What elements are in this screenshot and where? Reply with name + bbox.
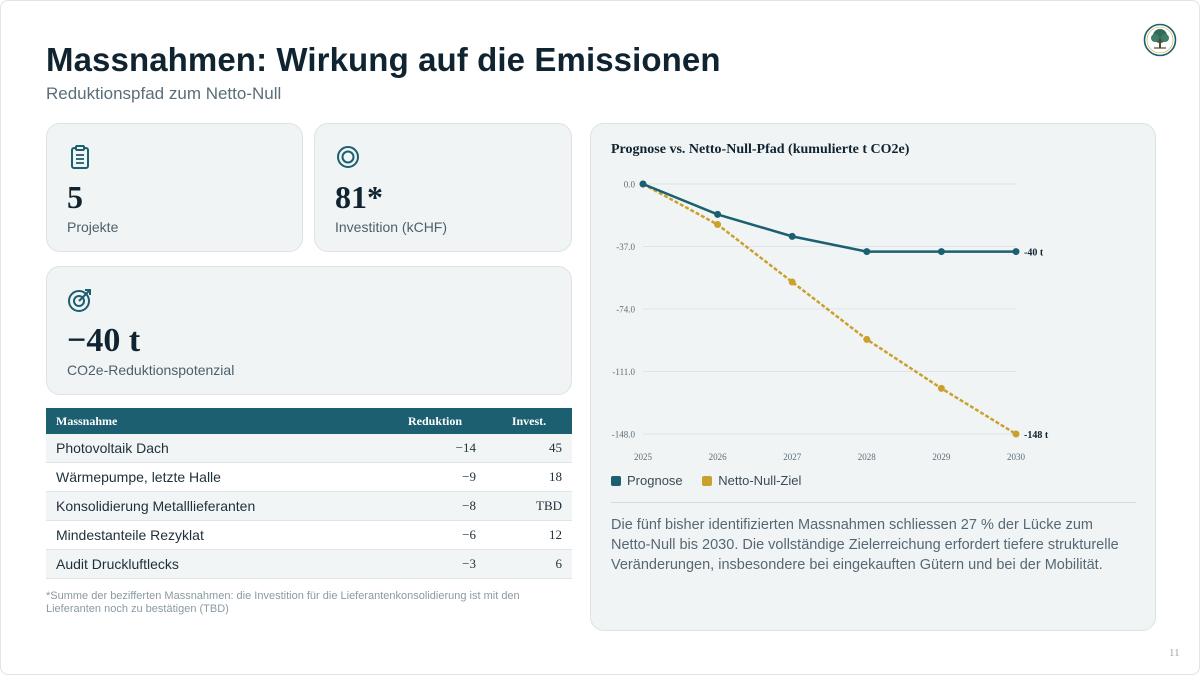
- kpi-reduction-label: CO2e-Reduktionspotenzial: [67, 362, 235, 378]
- legend-label-forecast: Prognose: [627, 473, 683, 488]
- measure-name: Audit Druckluftlecks: [46, 549, 384, 579]
- chart-title: Prognose vs. Netto-Null-Pfad (kumulierte…: [611, 142, 910, 157]
- data-point-forecast: [937, 248, 945, 256]
- measure-investment: 6: [486, 549, 572, 579]
- y-tick-label: -148.0: [612, 430, 636, 440]
- x-tick-label: 2027: [783, 452, 802, 462]
- kpi-card-investment: 81* Investition (kCHF): [314, 123, 572, 252]
- table-footnote: *Summe der bezifferten Massnahmen: die I…: [46, 590, 520, 615]
- legend-item-forecast: Prognose: [611, 473, 683, 488]
- measure-reduction: −3: [384, 549, 486, 579]
- data-point-target: [863, 335, 871, 343]
- legend-label-target: Netto-Null-Ziel: [718, 473, 802, 488]
- table-row: Konsolidierung Metalllieferanten −8 TBD: [46, 491, 572, 521]
- x-tick-label: 2028: [858, 452, 877, 462]
- y-tick-label: -74.0: [616, 305, 635, 315]
- measure-investment: TBD: [486, 491, 572, 521]
- column-header-investment: Invest.: [486, 408, 572, 434]
- table-header-row: Massnahme Reduktion Invest.: [46, 408, 572, 434]
- data-point-forecast: [714, 210, 722, 218]
- chart-legend: Prognose Netto-Null-Ziel: [611, 473, 817, 489]
- data-point-target: [1012, 430, 1020, 438]
- target-arrow-icon: [68, 289, 91, 312]
- table-row: Audit Druckluftlecks −3 6: [46, 549, 572, 579]
- table-row: Wärmepumpe, letzte Halle −9 18: [46, 462, 572, 492]
- summary-note: Die fünf bisher identifizierten Massnahm…: [611, 517, 1119, 573]
- measure-name: Mindestanteile Rezyklat: [46, 520, 384, 550]
- chart-card: Prognose vs. Netto-Null-Pfad (kumulierte…: [590, 123, 1156, 631]
- end-value-label: -40 t: [1024, 248, 1044, 259]
- clipboard-icon: [71, 145, 89, 169]
- measure-investment: 12: [486, 520, 572, 550]
- measure-name: Wärmepumpe, letzte Halle: [46, 462, 384, 492]
- data-point-forecast: [788, 232, 796, 240]
- kpi-card-projects: 5 Projekte: [46, 123, 303, 252]
- y-tick-label: -111.0: [612, 367, 635, 377]
- kpi-investment-value: 81*: [335, 179, 383, 215]
- data-point-forecast: [1012, 248, 1020, 256]
- tree-logo-icon: [1143, 23, 1177, 57]
- table-row: Photovoltaik Dach −14 45: [46, 434, 572, 463]
- x-tick-label: 2030: [1007, 452, 1026, 462]
- measure-reduction: −9: [384, 462, 486, 492]
- data-point-forecast: [863, 248, 871, 256]
- y-tick-label: -37.0: [616, 242, 635, 252]
- page-subtitle: Reduktionspfad zum Netto-Null: [46, 84, 282, 103]
- measure-reduction: −6: [384, 520, 486, 550]
- kpi-projects-value: 5: [67, 179, 83, 215]
- table-row: Mindestanteile Rezyklat −6 12: [46, 520, 572, 550]
- emissions-line-chart: 0.0 -37.0 -74.0 -111.0 -148.0 2025 2026 2027 202…: [612, 180, 1049, 463]
- legend-item-target: Netto-Null-Ziel: [702, 473, 801, 488]
- y-tick-label: 0.0: [624, 180, 636, 190]
- measures-table: Massnahme Reduktion Invest. Photovoltaik…: [46, 408, 572, 579]
- data-point-target: [937, 384, 945, 392]
- data-point-forecast: [639, 180, 647, 188]
- kpi-investment-label: Investition (kCHF): [335, 219, 448, 235]
- legend-swatch-forecast: [611, 475, 621, 486]
- x-tick-label: 2026: [709, 452, 728, 462]
- series-line-forecast: [642, 182, 1016, 253]
- data-point-target: [788, 278, 796, 286]
- column-header-measure: Massnahme: [46, 408, 384, 434]
- end-value-label: -148 t: [1024, 430, 1049, 441]
- measure-reduction: −14: [384, 434, 486, 463]
- kpi-reduction-value: −40 t: [67, 322, 141, 359]
- target-rings-icon: [337, 146, 359, 168]
- measure-name: Photovoltaik Dach: [46, 434, 384, 463]
- divider: [611, 502, 1136, 503]
- x-tick-label: 2029: [932, 452, 951, 462]
- legend-swatch-target: [702, 475, 713, 486]
- measure-name: Konsolidierung Metalllieferanten: [46, 491, 384, 521]
- kpi-card-reduction: −40 t CO2e-Reduktionspotenzial: [46, 266, 572, 395]
- measure-investment: 18: [486, 462, 572, 492]
- measure-investment: 45: [486, 434, 572, 463]
- page-title: Massnahmen: Wirkung auf die Emissionen: [46, 41, 721, 78]
- page-number: 11: [1169, 647, 1180, 659]
- column-header-reduction: Reduktion: [384, 408, 486, 434]
- data-point-target: [714, 221, 722, 229]
- x-tick-label: 2025: [634, 452, 653, 462]
- kpi-projects-label: Projekte: [67, 219, 119, 235]
- measure-reduction: −8: [384, 491, 486, 521]
